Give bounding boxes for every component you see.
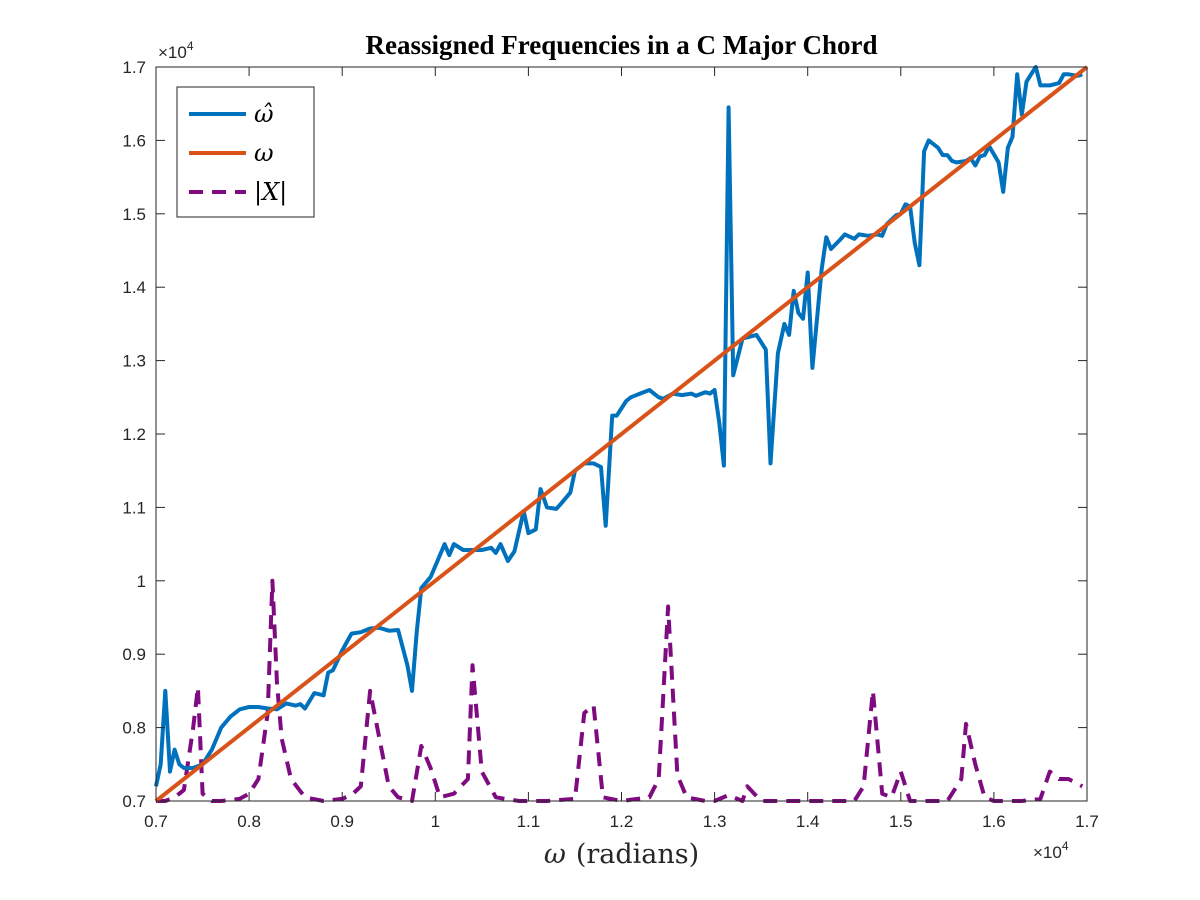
ticks-layer: 0.7 0.8 0.9 1 1.1 1.2 1.3 1.4 1.5 1.6 1.7 0.7 0.8 0.9… bbox=[122, 58, 1098, 831]
y-tick-label: 1.4 bbox=[122, 278, 146, 297]
y-tick-label: 1.3 bbox=[122, 352, 146, 371]
x-axis-label: ω (radians) bbox=[544, 839, 699, 870]
y-tick-label: 1.1 bbox=[122, 498, 146, 517]
y-exponent-base: ×10 bbox=[158, 43, 187, 62]
y-exponent-power: 4 bbox=[187, 39, 194, 53]
x-tick-label: 0.9 bbox=[330, 812, 354, 831]
x-tick-label: 0.8 bbox=[237, 812, 261, 831]
x-tick-label: 1.1 bbox=[517, 812, 541, 831]
y-tick-label: 1.2 bbox=[122, 425, 146, 444]
legend-label-1: ω bbox=[254, 139, 274, 167]
x-axis-label-text: (radians) bbox=[576, 839, 699, 870]
x-tick-label: 1 bbox=[431, 812, 440, 831]
y-tick-label: 1 bbox=[137, 572, 146, 591]
series-line-1 bbox=[154, 65, 1089, 803]
x-axis-exponent: ×104 bbox=[1033, 839, 1069, 862]
legend-label-0: ω̂ bbox=[254, 100, 274, 128]
x-exponent-base: ×10 bbox=[1033, 843, 1062, 862]
x-tick-label: 1.7 bbox=[1075, 812, 1099, 831]
y-tick-label: 0.8 bbox=[122, 719, 146, 738]
y-tick-label: 1.5 bbox=[122, 205, 146, 224]
x-tick-label: 0.7 bbox=[144, 812, 168, 831]
x-tick-label: 1.3 bbox=[703, 812, 727, 831]
chart-title: Reassigned Frequencies in a C Major Chor… bbox=[366, 30, 878, 60]
x-tick-label: 1.4 bbox=[796, 812, 820, 831]
x-tick-label: 1.6 bbox=[982, 812, 1006, 831]
legend-label-2: |X| bbox=[254, 178, 287, 207]
x-tick-label: 1.2 bbox=[610, 812, 634, 831]
y-tick-label: 1.6 bbox=[122, 131, 146, 150]
y-tick-label: 0.9 bbox=[122, 645, 146, 664]
x-tick-label: 1.5 bbox=[889, 812, 913, 831]
x-axis-label-symbol: ω bbox=[544, 839, 566, 870]
y-tick-label: 0.7 bbox=[122, 792, 146, 811]
y-axis-exponent: ×104 bbox=[158, 39, 194, 62]
x-exponent-power: 4 bbox=[1062, 839, 1069, 853]
legend: ω̂ ω |X| bbox=[176, 86, 315, 218]
y-tick-label: 1.7 bbox=[122, 58, 146, 77]
